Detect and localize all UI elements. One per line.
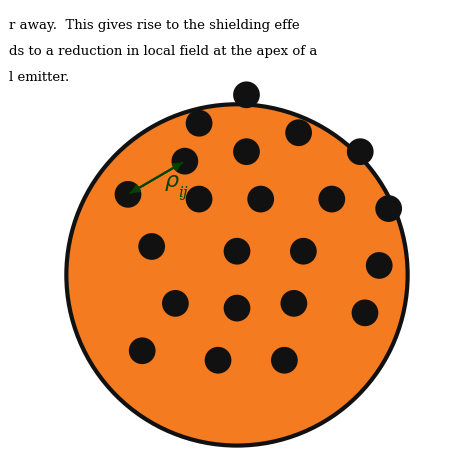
Circle shape <box>234 139 259 164</box>
Circle shape <box>130 338 155 363</box>
Circle shape <box>248 187 273 211</box>
Circle shape <box>163 291 188 316</box>
Text: ij: ij <box>178 186 187 201</box>
Circle shape <box>353 301 377 325</box>
Circle shape <box>291 239 316 264</box>
Text: $\rho$: $\rho$ <box>164 172 180 193</box>
Circle shape <box>282 291 306 316</box>
Circle shape <box>348 139 373 164</box>
Circle shape <box>367 253 392 278</box>
Circle shape <box>187 187 211 211</box>
Circle shape <box>225 239 249 264</box>
Text: ds to a reduction in local field at the apex of a: ds to a reduction in local field at the … <box>9 45 318 58</box>
Circle shape <box>286 120 311 145</box>
Circle shape <box>66 104 408 446</box>
Circle shape <box>319 187 344 211</box>
Text: l emitter.: l emitter. <box>9 71 70 84</box>
Circle shape <box>206 348 230 373</box>
Circle shape <box>234 82 259 107</box>
Circle shape <box>272 348 297 373</box>
Circle shape <box>173 149 197 173</box>
Circle shape <box>376 196 401 221</box>
Circle shape <box>225 296 249 320</box>
Circle shape <box>139 234 164 259</box>
Circle shape <box>116 182 140 207</box>
Text: r away.  This gives rise to the shielding effe: r away. This gives rise to the shielding… <box>9 19 300 32</box>
Circle shape <box>187 111 211 136</box>
